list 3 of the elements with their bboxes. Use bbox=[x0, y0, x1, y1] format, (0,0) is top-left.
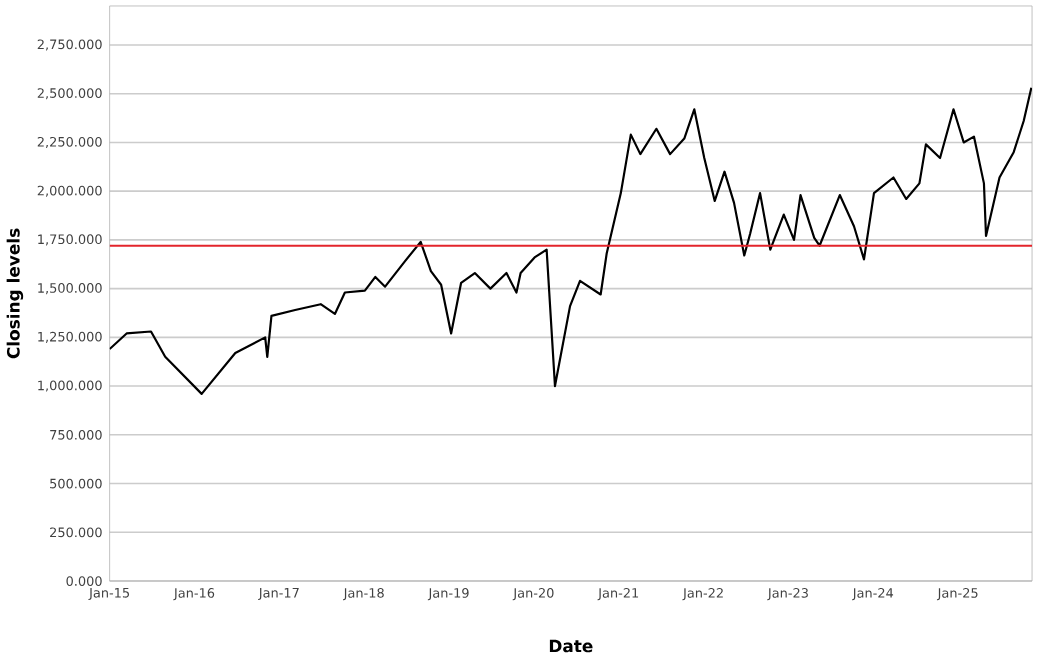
x-axis-title: Date bbox=[549, 639, 593, 652]
y-axis-title: Closing levels bbox=[6, 228, 24, 358]
line-series bbox=[109, 86, 1033, 395]
